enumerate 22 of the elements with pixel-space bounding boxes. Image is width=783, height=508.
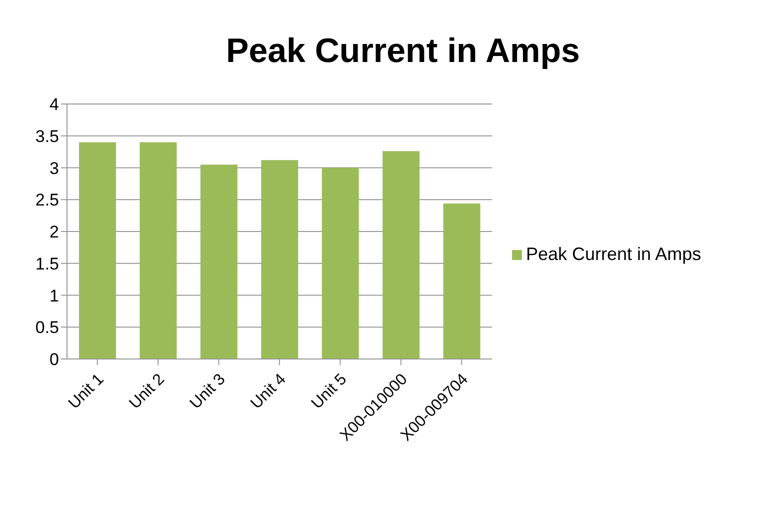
bar xyxy=(443,203,480,359)
y-tick-label: 1 xyxy=(50,286,59,306)
bar xyxy=(261,160,298,359)
x-tick-label: Unit 3 xyxy=(187,370,229,412)
chart-title: Peak Current in Amps xyxy=(225,32,581,71)
x-tick-label: Unit 4 xyxy=(248,370,290,412)
bar xyxy=(382,151,420,359)
bar xyxy=(79,142,116,359)
y-tick-label: 4 xyxy=(50,95,59,114)
legend-label: Peak Current in Amps xyxy=(526,244,702,264)
y-tick-label: 2.5 xyxy=(35,190,59,210)
x-tick-label: Unit 2 xyxy=(126,370,168,412)
bar xyxy=(140,142,177,359)
y-tick-label: 0.5 xyxy=(35,318,59,338)
y-tick-label: 3 xyxy=(50,158,59,178)
y-tick-label: 2 xyxy=(50,222,59,242)
y-tick-label: 3.5 xyxy=(35,126,59,146)
x-tick-label: Unit 1 xyxy=(66,370,108,412)
y-tick-label: 0 xyxy=(50,350,59,370)
bar xyxy=(200,164,238,359)
y-tick-label: 1.5 xyxy=(35,254,59,274)
bar xyxy=(322,168,359,359)
